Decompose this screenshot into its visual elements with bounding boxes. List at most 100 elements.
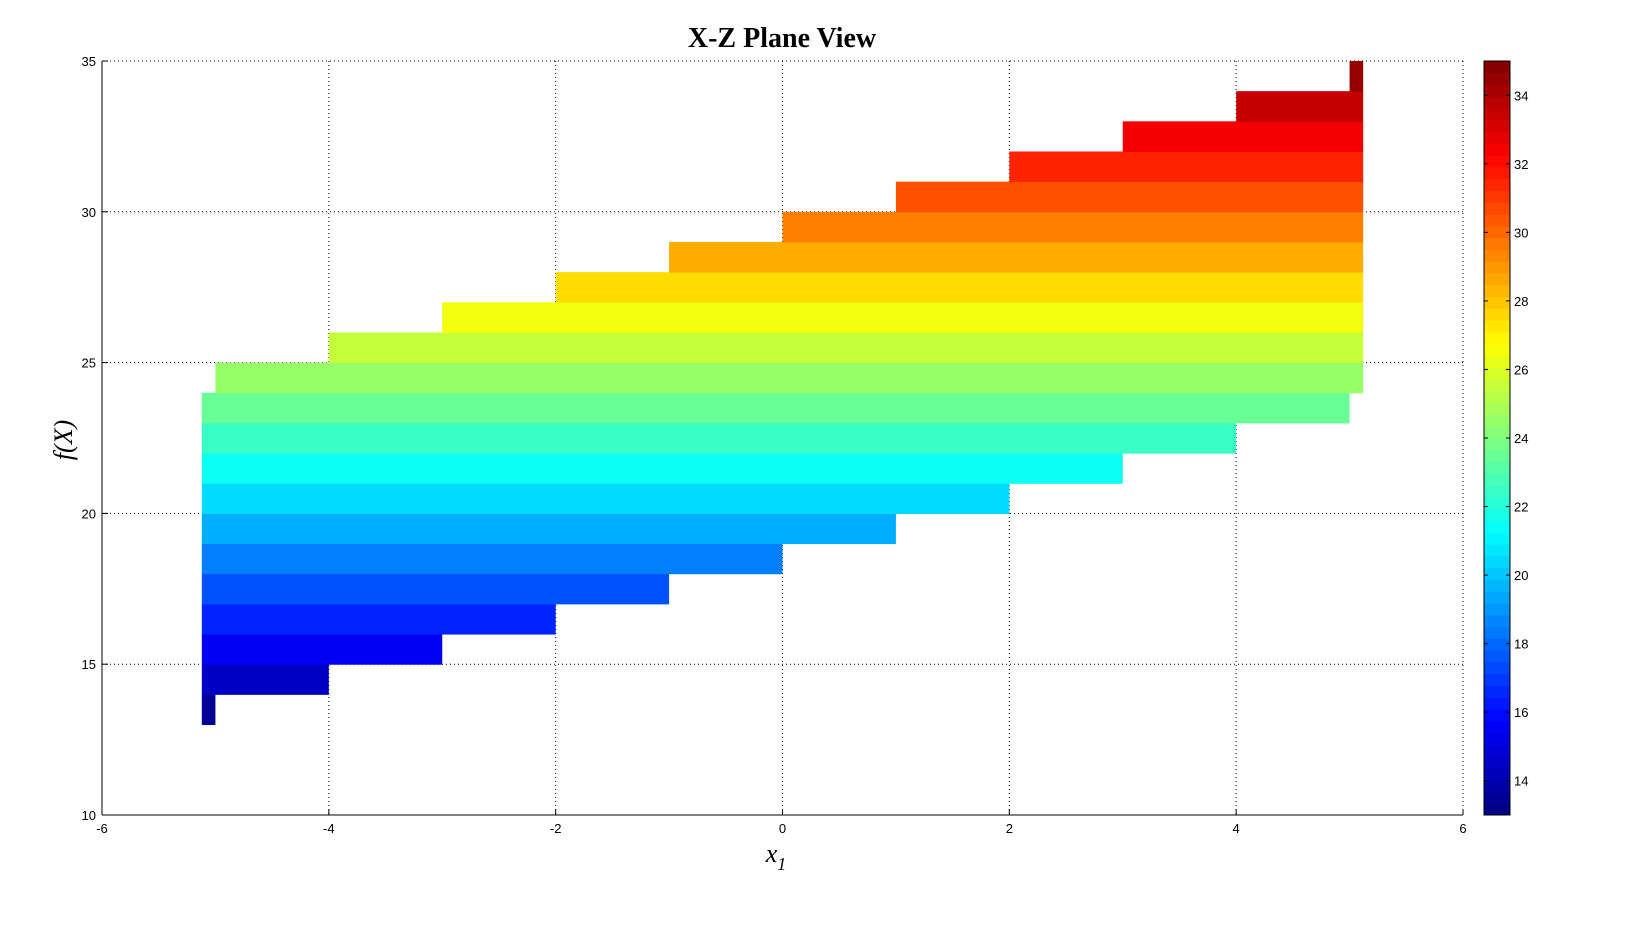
y-tick-label: 30 <box>82 205 96 220</box>
colorbar-segment <box>1484 744 1510 757</box>
colorbar-segment <box>1484 767 1510 781</box>
colorbar-segment <box>1484 614 1510 627</box>
axes: -6 -4 -2 0 2 4 6 10 15 20 25 30 35 <box>82 54 1467 836</box>
colorbar-segment <box>1484 803 1510 816</box>
colorbar-segment <box>1484 485 1510 498</box>
colorbar-segment <box>1484 155 1510 168</box>
colorbar-tick-label: 16 <box>1514 705 1528 720</box>
colorbar-tick-label: 26 <box>1514 362 1528 377</box>
band-z-13 <box>201 694 216 726</box>
colorbar-segment <box>1484 273 1510 286</box>
colorbar-segment <box>1484 308 1510 321</box>
x-tick-label: -2 <box>550 821 562 836</box>
colorbar-segment <box>1484 414 1510 427</box>
colorbar-tick-label: 22 <box>1514 500 1528 515</box>
y-axis-label: f(X) <box>49 420 78 460</box>
band-z-30 <box>895 181 1364 213</box>
band-z-31 <box>1009 151 1364 183</box>
colorbar-segment <box>1484 461 1510 474</box>
band-z-23 <box>201 392 1350 424</box>
band-z-18 <box>201 543 783 575</box>
band-z-28 <box>669 241 1364 273</box>
colorbar: 14 16 18 20 22 24 26 28 30 32 34 <box>1483 60 1528 816</box>
x-tick-label: 2 <box>1006 821 1013 836</box>
chart-title: X-Z Plane View <box>688 23 877 54</box>
band-z-14 <box>201 664 329 695</box>
colorbar-segment <box>1484 131 1510 144</box>
colorbar-tick-label: 20 <box>1514 568 1528 583</box>
colorbar-segment <box>1484 579 1510 592</box>
colorbar-segment <box>1484 237 1510 250</box>
band-z-15 <box>201 634 443 665</box>
colorbar-tick-label: 14 <box>1514 774 1528 789</box>
colorbar-segment <box>1484 626 1510 639</box>
colorbar-segment <box>1484 720 1510 734</box>
colorbar-segment <box>1484 449 1510 463</box>
colorbar-segment <box>1484 143 1510 156</box>
colorbar-tick-label: 28 <box>1514 294 1528 309</box>
colorbar-segment <box>1484 791 1510 804</box>
colorbar-segment <box>1484 532 1510 545</box>
x-tick-label: 6 <box>1459 821 1466 836</box>
colorbar-segment <box>1484 555 1510 569</box>
colorbar-segment <box>1484 732 1510 745</box>
colorbar-tick-label: 30 <box>1514 225 1528 240</box>
colorbar-segment <box>1484 296 1510 309</box>
colorbar-segment <box>1484 638 1510 651</box>
colorbar-segment <box>1484 72 1510 86</box>
x-tick-label: 0 <box>779 821 786 836</box>
x-axis-label: x1 <box>765 839 787 874</box>
colorbar-segment <box>1484 284 1510 298</box>
colorbar-segment <box>1484 697 1510 710</box>
y-tick-label: 25 <box>82 356 96 371</box>
colorbar-segment <box>1484 214 1510 227</box>
colorbar-segment <box>1484 650 1510 663</box>
band-z-16 <box>201 603 556 635</box>
colorbar-segment <box>1484 108 1510 121</box>
band-z-21 <box>201 453 1123 484</box>
x-tick-label: -4 <box>323 821 335 836</box>
band-z-33 <box>1236 91 1364 122</box>
band-z-26 <box>442 302 1364 333</box>
colorbar-segment <box>1484 602 1510 616</box>
band-z-34 <box>1349 61 1364 92</box>
colorbar-segment <box>1484 355 1510 368</box>
colorbar-segment <box>1484 379 1510 392</box>
colorbar-segment <box>1484 202 1510 215</box>
colorbar-tick-label: 24 <box>1514 431 1528 446</box>
colorbar-segment <box>1484 402 1510 415</box>
colorbar-segment <box>1484 661 1510 675</box>
colorbar-segment <box>1484 84 1510 97</box>
y-tick-label: 35 <box>82 54 96 69</box>
colorbar-segment <box>1484 756 1510 769</box>
colorbar-segment <box>1484 331 1510 345</box>
colorbar-tick-label: 34 <box>1514 88 1528 103</box>
colorbar-segment <box>1484 508 1510 521</box>
band-z-32 <box>1122 121 1364 152</box>
colorbar-segment <box>1484 390 1510 404</box>
y-tick-label: 20 <box>82 506 96 521</box>
colorbar-segment <box>1484 61 1510 74</box>
band-z-29 <box>782 211 1364 243</box>
colorbar-segment <box>1484 178 1510 192</box>
colorbar-segment <box>1484 426 1510 439</box>
colorbar-segment <box>1484 591 1510 604</box>
band-z-20 <box>201 483 1010 514</box>
y-tick-label: 15 <box>82 657 96 672</box>
colorbar-segment <box>1484 520 1510 533</box>
colorbar-segment <box>1484 261 1510 274</box>
colorbar-segment <box>1484 367 1510 380</box>
colorbar-segment <box>1484 438 1510 451</box>
band-z-27 <box>555 272 1364 303</box>
x-tick-label: 4 <box>1233 821 1240 836</box>
colorbar-segment <box>1484 190 1510 203</box>
colorbar-segment <box>1484 167 1510 180</box>
x-tick-label: -6 <box>96 821 108 836</box>
colorbar-segment <box>1484 473 1510 486</box>
colorbar-segment <box>1484 779 1510 792</box>
y-tick-label: 10 <box>82 808 96 823</box>
colorbar-segment <box>1484 685 1510 698</box>
colorbar-segment <box>1484 320 1510 333</box>
colorbar-segment <box>1484 708 1510 722</box>
